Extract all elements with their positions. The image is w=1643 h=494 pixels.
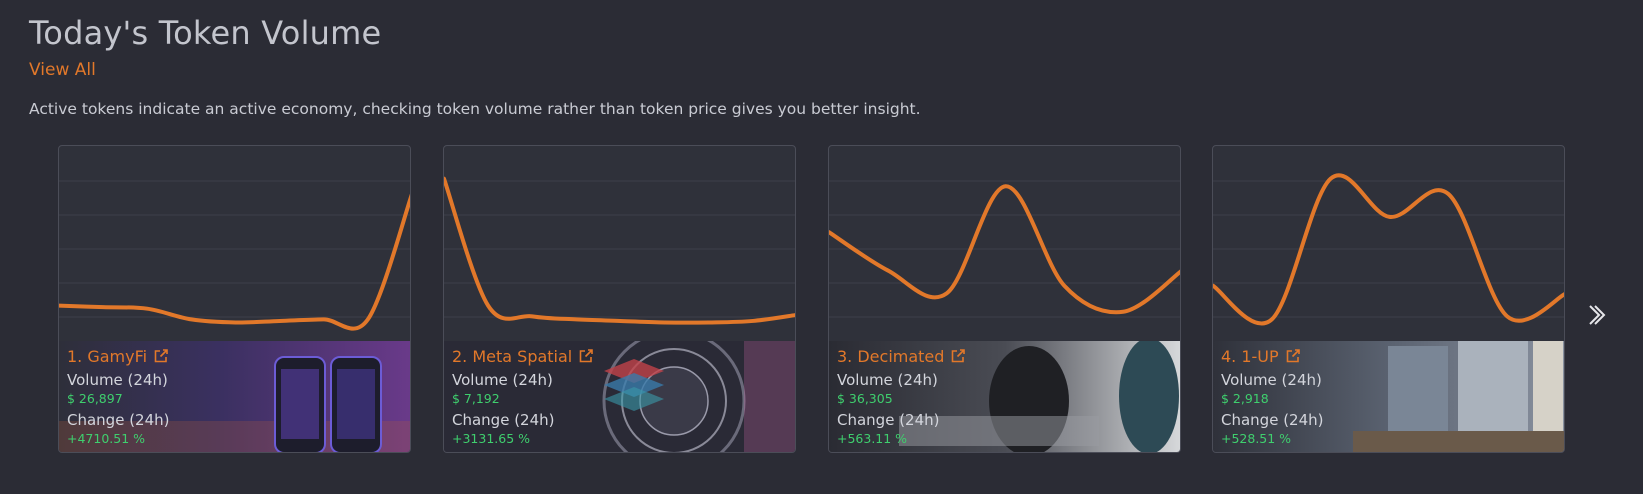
volume-value: $ 2,918 [1221,391,1269,406]
change-value: +528.51 % [1221,431,1292,446]
volume-sparkline [444,176,795,325]
change-label: Change (24h) [1221,411,1324,429]
change-value: +3131.65 % [452,431,531,446]
volume-label: Volume (24h) [837,371,938,389]
change-value: +563.11 % [837,431,908,446]
volume-label: Volume (24h) [452,371,553,389]
change-label: Change (24h) [67,411,170,429]
external-link-icon[interactable] [578,348,594,364]
token-card[interactable]: 4. 1-UP Volume (24h) $ 2,918 Change (24h… [1212,145,1565,453]
chevron-right-icon[interactable] [1585,302,1609,328]
token-name[interactable]: 1. GamyFi [67,346,148,366]
volume-value: $ 7,192 [452,391,500,406]
volume-line [59,193,410,331]
token-image [59,341,410,452]
external-link-icon[interactable] [153,348,169,364]
volume-label: Volume (24h) [67,371,168,389]
volume-sparkline [59,180,410,331]
view-all-link[interactable]: View All [29,60,96,80]
volume-value: $ 36,305 [837,391,893,406]
page-title: Today's Token Volume [29,14,382,52]
token-image [1213,341,1564,452]
change-label: Change (24h) [452,411,555,429]
token-name[interactable]: 2. Meta Spatial [452,346,573,366]
volume-label: Volume (24h) [1221,371,1322,389]
volume-sparkline [1213,173,1564,326]
volume-line [1213,173,1564,326]
volume-line [444,176,795,325]
external-link-icon[interactable] [1285,348,1301,364]
token-name[interactable]: 4. 1-UP [1221,346,1279,366]
volume-sparkline [829,180,1180,318]
volume-line [829,184,1180,315]
volume-value: $ 26,897 [67,391,123,406]
token-image [829,341,1180,452]
page-description: Active tokens indicate an active economy… [29,100,921,118]
change-label: Change (24h) [837,411,940,429]
token-card[interactable]: 3. Decimated Volume (24h) $ 36,305 Chang… [828,145,1181,453]
token-card[interactable]: 2. Meta Spatial Volume (24h) $ 7,192 Cha… [443,145,796,453]
change-value: +4710.51 % [67,431,146,446]
token-card[interactable]: 1. GamyFi Volume (24h) $ 26,897 Change (… [58,145,411,453]
token-image [444,341,795,452]
token-name[interactable]: 3. Decimated [837,346,945,366]
external-link-icon[interactable] [950,348,966,364]
